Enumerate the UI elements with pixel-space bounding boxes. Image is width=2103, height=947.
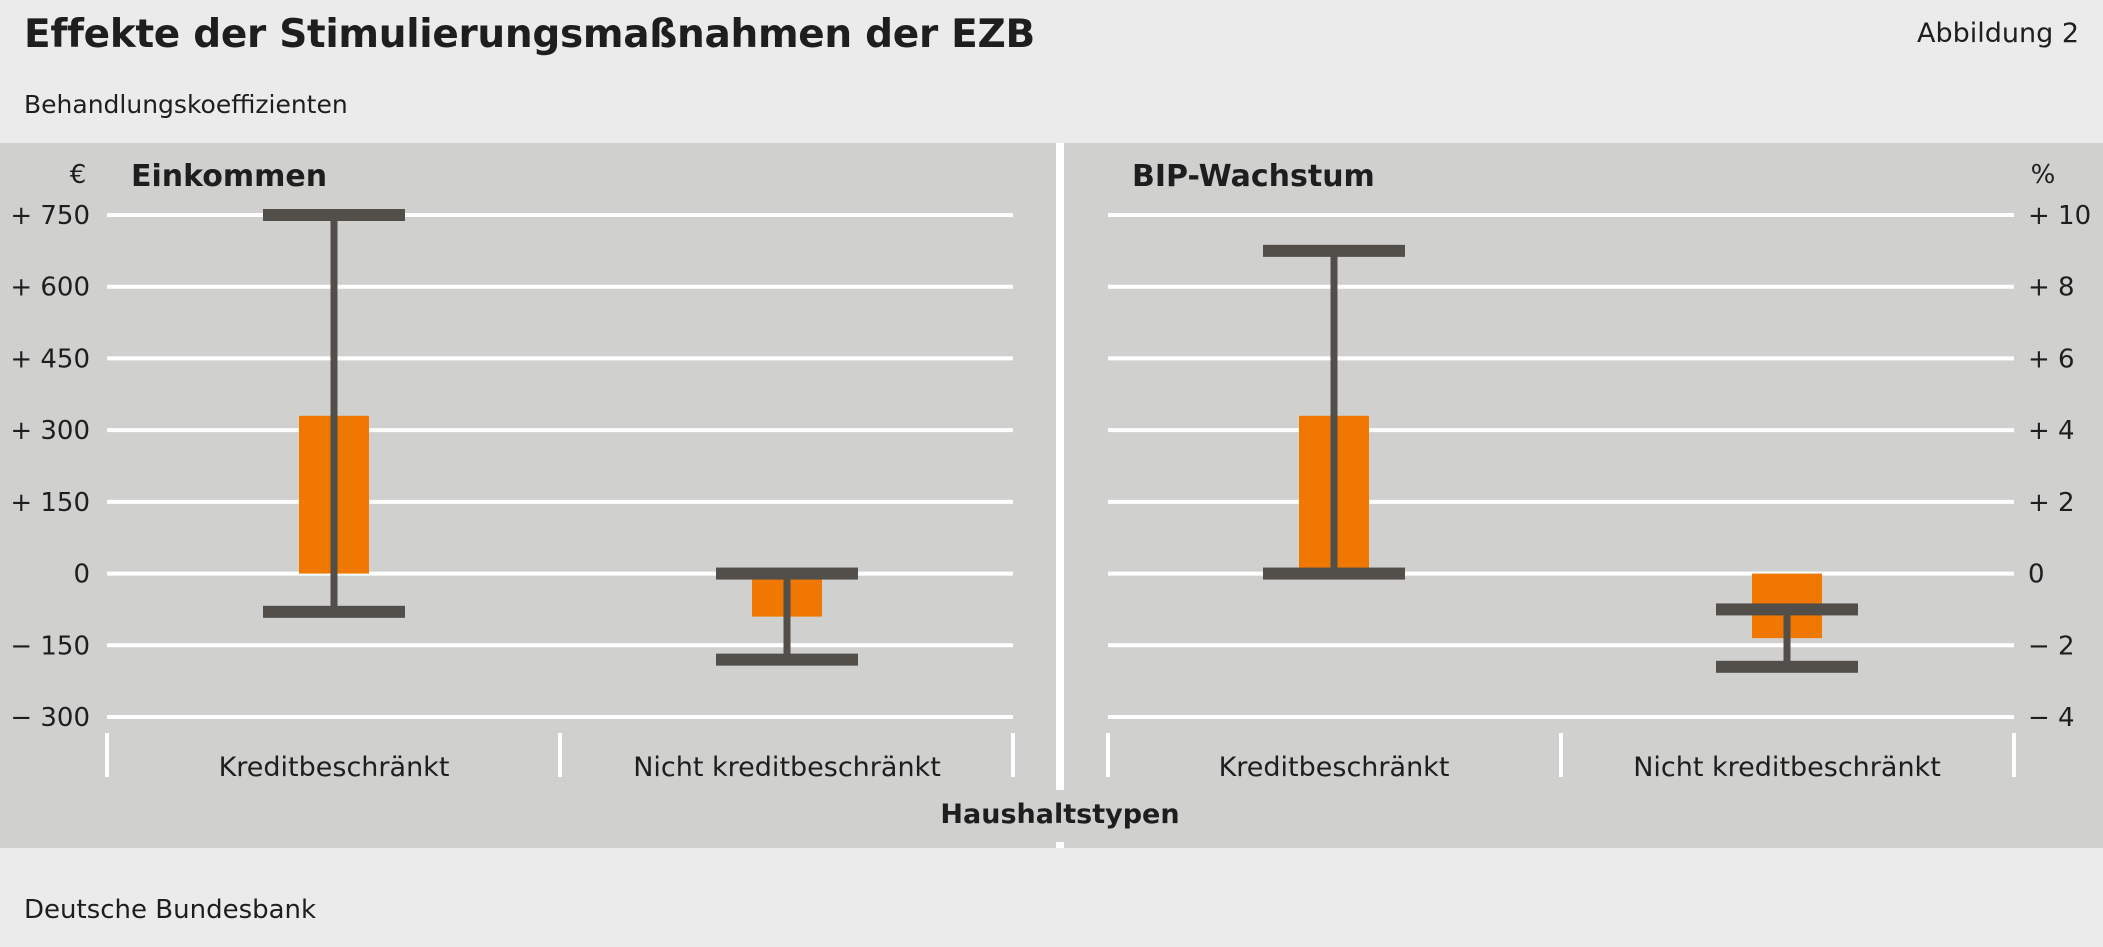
panel-divider	[1056, 143, 1064, 848]
chart-panel-1: Einkommen € + 750 + 600 + 450 + 300 + 150 0 − 15…	[10, 159, 1015, 783]
y-tick-label: 0	[73, 560, 90, 590]
error-cap-high	[263, 209, 405, 221]
chart-title: Effekte der Stimulierungsmaßnahmen der E…	[24, 12, 1035, 57]
y-tick-label: 0	[2028, 560, 2045, 590]
y-tick-label: − 4	[2028, 703, 2075, 733]
panel-title: BIP-Wachstum	[1132, 159, 1375, 194]
category-label: Kreditbeschränkt	[1219, 752, 1450, 783]
chart-subtitle: Behandlungskoeffizienten	[24, 90, 348, 119]
category-label: Nicht kreditbeschränkt	[1633, 752, 1941, 783]
y-tick-label: − 150	[10, 631, 90, 661]
error-cap-low	[1716, 660, 1858, 673]
y-tick-label: − 300	[10, 703, 90, 733]
y-tick-label: + 150	[10, 488, 90, 518]
error-cap-low	[263, 605, 405, 618]
category-label: Kreditbeschränkt	[219, 752, 450, 783]
chart-panel-2: BIP-Wachstum % + 10 + 8 + 6 + 4 + 2 0 − 2 − 4 Kred…	[1106, 159, 2091, 783]
y-tick-label: + 450	[10, 344, 90, 374]
error-cap-high	[716, 567, 858, 580]
error-cap-high	[1263, 244, 1405, 257]
y-tick-label: + 2	[2028, 488, 2075, 518]
category-label: Nicht kreditbeschränkt	[633, 752, 941, 783]
y-tick-label: − 2	[2028, 631, 2075, 661]
y-tick-label: + 600	[10, 273, 90, 303]
source-note: Deutsche Bundesbank	[24, 895, 317, 925]
y-tick-label: + 10	[2028, 201, 2091, 231]
y-tick-label: + 6	[2028, 344, 2075, 374]
y-tick-label: + 8	[2028, 273, 2075, 303]
x-axis-label: Haushaltstypen	[940, 799, 1179, 830]
y-tick-label: + 300	[10, 416, 90, 446]
error-cap-low	[716, 653, 858, 666]
figure-number: Abbildung 2	[1916, 18, 2079, 49]
panel-title: Einkommen	[131, 159, 327, 194]
unit-label: €	[70, 160, 87, 190]
y-tick-label: + 4	[2028, 416, 2075, 446]
y-tick-label: + 750	[10, 201, 90, 231]
error-cap-low	[1263, 567, 1405, 580]
error-cap-high	[1716, 603, 1858, 616]
panel-divider-gap	[1056, 790, 1064, 842]
unit-label: %	[2031, 160, 2056, 190]
